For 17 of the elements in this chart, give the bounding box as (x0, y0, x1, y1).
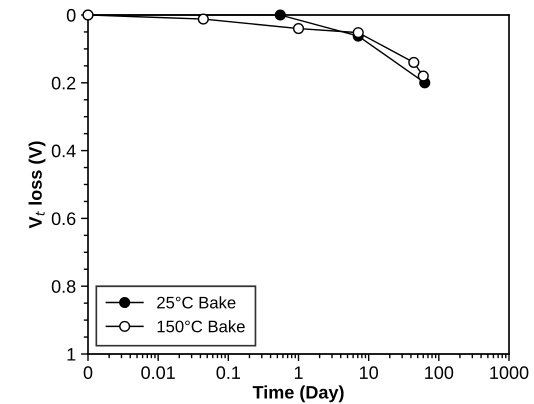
x-tick-label: 0.01 (141, 366, 175, 380)
legend-label: 150°C Bake (158, 320, 245, 332)
y-tick-label: 0 (66, 8, 76, 22)
x-tick-label: 1 (294, 366, 303, 379)
y-tick-label: 0.6 (52, 212, 76, 226)
x-tick-label: 0.1 (216, 366, 240, 380)
y-tick-label: 0.2 (52, 76, 76, 90)
x-tick-label: 1000 (490, 366, 528, 380)
y-tick-label: 0.8 (52, 280, 76, 293)
y-axis-title: V$_{t}$ loss (V) (28, 141, 46, 228)
y-tick-label: 1 (68, 348, 76, 361)
y-tick-label: 0.4 (52, 144, 76, 158)
x-tick-label: 0 (84, 366, 92, 380)
legend-label: 25°C Bake (157, 296, 236, 309)
x-tick-label: 10 (360, 366, 378, 380)
x-axis-title: Time (Day) (252, 385, 344, 402)
x-tick-label: 100 (425, 366, 454, 380)
